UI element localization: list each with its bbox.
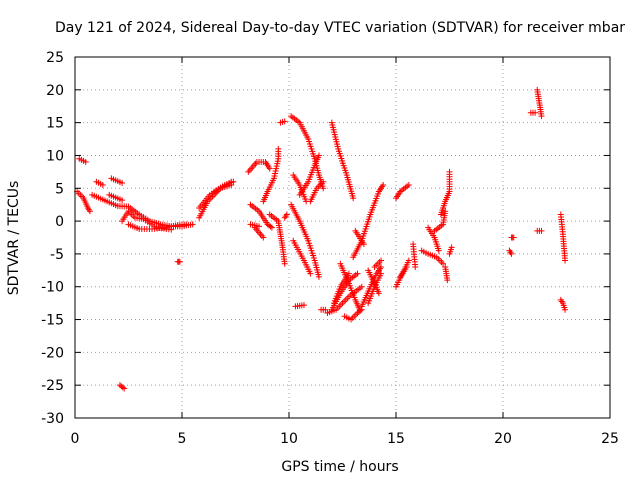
data-point <box>266 165 273 172</box>
data-point <box>357 307 364 314</box>
data-point <box>378 264 385 271</box>
data-point <box>360 241 367 248</box>
data-point <box>403 264 410 271</box>
data-point <box>275 145 282 152</box>
data-point <box>176 258 183 265</box>
data-point <box>510 234 517 241</box>
data-point <box>532 109 539 116</box>
data-point <box>307 270 314 277</box>
data-point <box>446 168 453 175</box>
x-tick-label: 15 <box>387 431 405 447</box>
y-tick-label: -15 <box>41 313 64 329</box>
y-tick-label: -5 <box>50 247 64 263</box>
y-tick-label: 0 <box>55 214 64 230</box>
data-point <box>260 234 267 241</box>
y-tick-label: -10 <box>41 280 64 296</box>
data-point <box>354 270 361 277</box>
chart-title: Day 121 of 2024, Sidereal Day-to-day VTE… <box>55 20 625 36</box>
data-point <box>538 113 545 120</box>
data-point <box>315 152 322 159</box>
data-points <box>74 86 569 392</box>
x-tick-label: 25 <box>601 431 619 447</box>
data-point <box>440 260 447 267</box>
data-point <box>322 306 329 313</box>
data-point <box>99 181 106 188</box>
data-point <box>378 257 385 264</box>
plot-frame <box>74 56 611 419</box>
data-point <box>268 224 275 231</box>
data-point <box>442 208 449 215</box>
data-point <box>562 306 569 313</box>
data-point <box>405 181 412 188</box>
y-tick-label: -20 <box>41 345 64 361</box>
data-point <box>320 185 327 192</box>
data-point <box>315 273 322 280</box>
data-point <box>183 221 190 228</box>
x-tick-label: 5 <box>178 431 187 447</box>
data-point <box>230 178 237 185</box>
data-point <box>444 277 451 284</box>
data-point <box>189 221 196 228</box>
data-point <box>283 211 290 218</box>
data-point <box>380 181 387 188</box>
data-point <box>256 223 263 230</box>
data-point <box>119 180 126 187</box>
data-point <box>82 159 89 166</box>
data-point <box>121 385 128 392</box>
data-point <box>538 227 545 234</box>
x-tick-label: 20 <box>494 431 512 447</box>
x-tick-labels: 0 5 10 15 20 25 <box>71 431 619 447</box>
data-point <box>412 264 419 271</box>
data-point <box>435 247 442 254</box>
data-point <box>345 270 352 277</box>
y-tick-label: 25 <box>46 50 64 66</box>
x-axis-label: GPS time / hours <box>281 459 398 475</box>
y-tick-label: -25 <box>41 378 64 394</box>
y-tick-labels: -30 -25 -20 -15 -10 -5 0 5 10 15 20 25 <box>41 50 64 427</box>
y-tick-label: -30 <box>41 411 64 427</box>
data-point <box>350 195 357 202</box>
y-axis-label: SDTVAR / TECUs <box>6 181 22 296</box>
data-point <box>300 302 307 309</box>
data-point <box>267 223 274 230</box>
y-tick-label: 15 <box>46 116 64 132</box>
y-tick-label: 10 <box>46 148 64 164</box>
data-point <box>86 208 93 215</box>
data-point <box>405 257 412 264</box>
axis-ticks <box>74 56 611 419</box>
x-tick-label: 0 <box>71 431 80 447</box>
data-point <box>281 118 288 125</box>
data-point <box>508 250 515 257</box>
y-tick-label: 5 <box>55 181 64 197</box>
data-point <box>375 290 382 297</box>
data-point <box>448 244 455 251</box>
x-tick-label: 10 <box>280 431 298 447</box>
data-point <box>320 178 327 185</box>
data-point <box>358 283 365 290</box>
data-point <box>119 384 126 391</box>
data-point <box>378 270 385 277</box>
data-point <box>562 257 569 264</box>
data-point <box>119 197 126 204</box>
data-point <box>281 260 288 267</box>
y-tick-label: 20 <box>46 83 64 99</box>
grid-lines <box>75 57 610 418</box>
